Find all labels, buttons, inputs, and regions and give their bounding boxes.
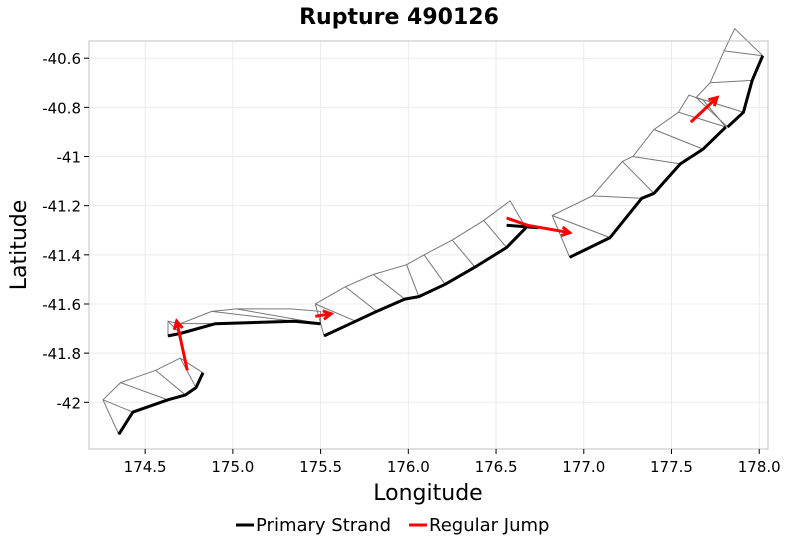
- fault-subsection-divider: [344, 286, 378, 312]
- fault-subsection-divider: [592, 195, 642, 199]
- regular-jump-arrowhead: [560, 225, 573, 238]
- regular-jump-arrowhead: [172, 318, 184, 331]
- primary-strand-line: [569, 125, 727, 259]
- legend-label-regular-jump: Regular Jump: [429, 515, 549, 536]
- y-tick-label: -41.8: [42, 345, 81, 363]
- regular-jump-arrowhead: [708, 95, 720, 107]
- y-tick-label: -40.6: [42, 50, 81, 68]
- fault-subsection-divider: [622, 161, 655, 194]
- x-tick-label: 176.0: [387, 458, 430, 476]
- legend-label-primary-strand: Primary Strand: [256, 515, 391, 536]
- x-tick-label: 175.5: [299, 458, 342, 476]
- regular-jump-line: [506, 216, 570, 235]
- fault-subsection-divider: [406, 264, 420, 297]
- fault-section-outline: [314, 200, 527, 337]
- fault-subsection-divider: [120, 382, 169, 401]
- regular-jump-arrowhead: [322, 309, 335, 321]
- y-tick-label: -41: [57, 149, 82, 167]
- primary-strand-lines: [117, 55, 765, 436]
- primary-strand-line: [726, 55, 765, 129]
- regular-jump-line: [175, 320, 189, 371]
- fault-subsection-divider: [451, 239, 476, 268]
- fault-subsection-divider: [695, 97, 744, 113]
- primary-strand-line: [167, 319, 321, 338]
- y-tick-label: -41.6: [42, 296, 81, 314]
- fault-subsection-divider: [211, 310, 295, 322]
- x-axis-label: Longitude: [373, 481, 482, 506]
- fault-subsection-divider: [710, 79, 753, 84]
- x-tick-label: 178.0: [738, 458, 781, 476]
- fault-subsection-divider: [552, 215, 611, 239]
- fault-subsection-divider: [102, 399, 134, 413]
- fault-subsection-divider: [724, 50, 763, 57]
- fault-subsection-divider: [155, 369, 186, 396]
- legend: Primary Strand Regular Jump: [236, 515, 549, 536]
- x-tick-label: 177.5: [650, 458, 693, 476]
- y-tick-label: -41.2: [42, 198, 81, 216]
- primary-strand-line: [323, 226, 527, 338]
- x-tick-label: 177.0: [562, 458, 605, 476]
- grid: [89, 41, 768, 449]
- x-tick-label: 175.0: [211, 458, 254, 476]
- plot-frame: [88, 40, 769, 450]
- x-tick-label: 176.5: [475, 458, 518, 476]
- y-tick-label: -42: [57, 394, 82, 412]
- fault-subsection-divider: [315, 303, 356, 322]
- fault-subsection-divider: [372, 274, 406, 300]
- primary-strand-line: [117, 372, 205, 436]
- fault-subsection-divider: [678, 111, 727, 128]
- regular-jump-arrows: [172, 95, 720, 371]
- chart-title: Rupture 490126: [299, 5, 499, 30]
- regular-jump-line: [689, 96, 719, 124]
- fault-subsection-divider: [632, 156, 681, 165]
- x-tick-label: 174.5: [124, 458, 167, 476]
- y-axis-label: Latitude: [7, 200, 32, 291]
- fault-subsection-divider: [653, 129, 704, 150]
- fault-subsection-divider: [483, 220, 507, 248]
- y-tick-label: -40.8: [42, 99, 81, 117]
- y-tick-label: -41.4: [42, 247, 81, 265]
- fault-subsection-divider: [179, 357, 197, 388]
- x-axis-ticks: 174.5 175.0 175.5 176.0 176.5 177.0 177.5 178.0: [124, 449, 781, 476]
- y-axis-ticks: -40.6 -40.8 -41 -41.2 -41.4 -41.6 -41.8 -42: [42, 50, 89, 412]
- fault-subsection-divider: [423, 254, 446, 285]
